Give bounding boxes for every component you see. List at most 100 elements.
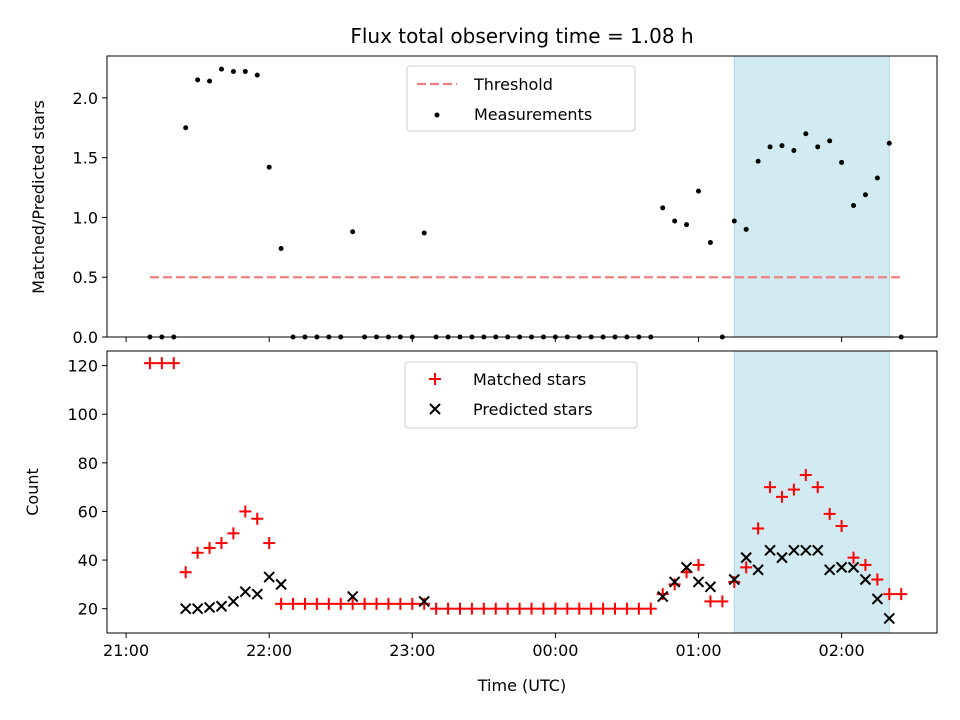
matched-star-point bbox=[740, 561, 753, 574]
legend-threshold-label: Threshold bbox=[473, 75, 553, 94]
measurement-point bbox=[731, 218, 737, 224]
predicted-star-point bbox=[692, 576, 705, 588]
measurement-point bbox=[862, 192, 868, 198]
predicted-star-point bbox=[704, 581, 717, 593]
matched-star-point bbox=[453, 602, 466, 615]
predicted-star-point bbox=[788, 544, 800, 557]
predicted-star-point bbox=[764, 544, 776, 557]
legend-matched-swatch bbox=[429, 373, 441, 385]
measurement-point bbox=[874, 175, 880, 181]
predicted-star-point bbox=[752, 564, 764, 576]
predicted-star-point bbox=[227, 595, 240, 608]
x-tick-label: 21:00 bbox=[103, 641, 149, 660]
measurement-point bbox=[767, 144, 773, 150]
x-axis-label: Time (UTC) bbox=[477, 676, 566, 695]
matched-star-point bbox=[477, 602, 490, 615]
matched-star-point bbox=[239, 505, 252, 518]
predicted-star-point bbox=[179, 602, 192, 615]
measurement-point bbox=[278, 246, 284, 252]
matched-star-point bbox=[525, 602, 538, 615]
matched-star-point bbox=[692, 558, 705, 571]
matched-star-point bbox=[465, 602, 478, 615]
matched-star-point bbox=[251, 512, 264, 525]
measurement-point bbox=[839, 159, 845, 165]
matched-star-point bbox=[442, 602, 455, 615]
bottom-y-axis-label: Count bbox=[23, 468, 42, 516]
matched-star-point bbox=[728, 575, 741, 588]
matched-star-point bbox=[215, 537, 228, 550]
x-tick-label: 01:00 bbox=[675, 641, 721, 660]
measurement-point bbox=[421, 230, 427, 236]
x-tick-label: 23:00 bbox=[389, 641, 435, 660]
measurement-point bbox=[672, 218, 678, 224]
top-y-tick-label: 1.0 bbox=[73, 208, 98, 227]
top-legend: Threshold Measurements bbox=[406, 65, 636, 132]
measurement-point bbox=[183, 125, 189, 131]
matched-star-point bbox=[775, 490, 788, 503]
predicted-star-point bbox=[346, 590, 359, 603]
bottom-y-tick-label: 40 bbox=[78, 551, 98, 570]
predicted-star-point bbox=[203, 601, 216, 614]
predicted-star-point bbox=[847, 561, 860, 574]
predicted-star-point bbox=[812, 544, 824, 557]
predicted-star-point bbox=[823, 564, 836, 576]
predicted-star-point bbox=[191, 602, 204, 615]
matched-star-point bbox=[191, 546, 204, 559]
top-panel: 0.00.51.01.52.0 Matched/Predicted stars … bbox=[29, 55, 938, 347]
matched-star-point bbox=[394, 597, 407, 610]
matched-star-point bbox=[632, 602, 645, 615]
matched-star-point bbox=[155, 357, 168, 370]
bottom-axes-frame bbox=[106, 350, 938, 634]
legend-predicted-swatch bbox=[429, 403, 441, 415]
matched-star-point bbox=[620, 602, 633, 615]
matched-star-point bbox=[573, 602, 586, 615]
matched-star-point bbox=[263, 537, 276, 550]
top-axes-frame bbox=[106, 55, 938, 338]
bottom-legend: Matched stars Predicted stars bbox=[404, 361, 638, 429]
predicted-star-point bbox=[835, 561, 848, 574]
measurement-point bbox=[755, 158, 761, 164]
measurement-point bbox=[815, 144, 821, 150]
predicted-star-point bbox=[239, 585, 252, 598]
bottom-y-tick-label: 80 bbox=[78, 454, 98, 473]
matched-star-point bbox=[668, 578, 681, 591]
measurement-point bbox=[195, 77, 201, 83]
top-y-tick-label: 2.0 bbox=[73, 89, 98, 108]
matched-star-point bbox=[179, 566, 192, 579]
legend-measurements-label: Measurements bbox=[474, 105, 592, 124]
x-tick-label: 02:00 bbox=[819, 641, 865, 660]
matched-star-point bbox=[382, 597, 395, 610]
matched-star-point bbox=[752, 522, 765, 535]
bottom-y-tick-label: 100 bbox=[67, 405, 98, 424]
chart-title: Flux total observing time = 1.08 h bbox=[350, 24, 693, 48]
matched-star-point bbox=[334, 597, 347, 610]
measurement-point bbox=[684, 222, 690, 228]
matched-star-point bbox=[143, 357, 156, 370]
top-y-axis-label: Matched/Predicted stars bbox=[29, 100, 48, 294]
predicted-star-point bbox=[251, 588, 263, 600]
predicted-star-point bbox=[728, 573, 740, 586]
predicted-star-point bbox=[859, 573, 872, 586]
top-legend-box bbox=[406, 65, 636, 132]
matched-star-point bbox=[358, 597, 371, 610]
matched-star-point bbox=[597, 602, 610, 615]
matched-star-point bbox=[406, 597, 419, 610]
matched-star-point bbox=[203, 541, 216, 554]
measurement-point bbox=[707, 240, 713, 246]
predicted-star-point bbox=[215, 600, 228, 612]
matched-star-point bbox=[883, 588, 896, 601]
predicted-star-point bbox=[418, 595, 430, 608]
matched-star-point bbox=[430, 602, 443, 615]
bottom-y-tick-label: 20 bbox=[78, 600, 98, 619]
measurement-point bbox=[242, 69, 248, 75]
matched-star-point bbox=[811, 481, 824, 494]
matched-star-point bbox=[644, 602, 657, 615]
predicted-star-point bbox=[800, 544, 812, 557]
matched-star-point bbox=[823, 507, 836, 520]
measurement-point bbox=[218, 66, 224, 72]
bottom-panel: 20 40 60 80 100 120 21:00 22:00 23:00 00:00 01:00… bbox=[23, 350, 938, 695]
measurement-point bbox=[350, 229, 356, 235]
predicted-star-point bbox=[680, 561, 693, 574]
predicted-star-point bbox=[776, 551, 788, 564]
